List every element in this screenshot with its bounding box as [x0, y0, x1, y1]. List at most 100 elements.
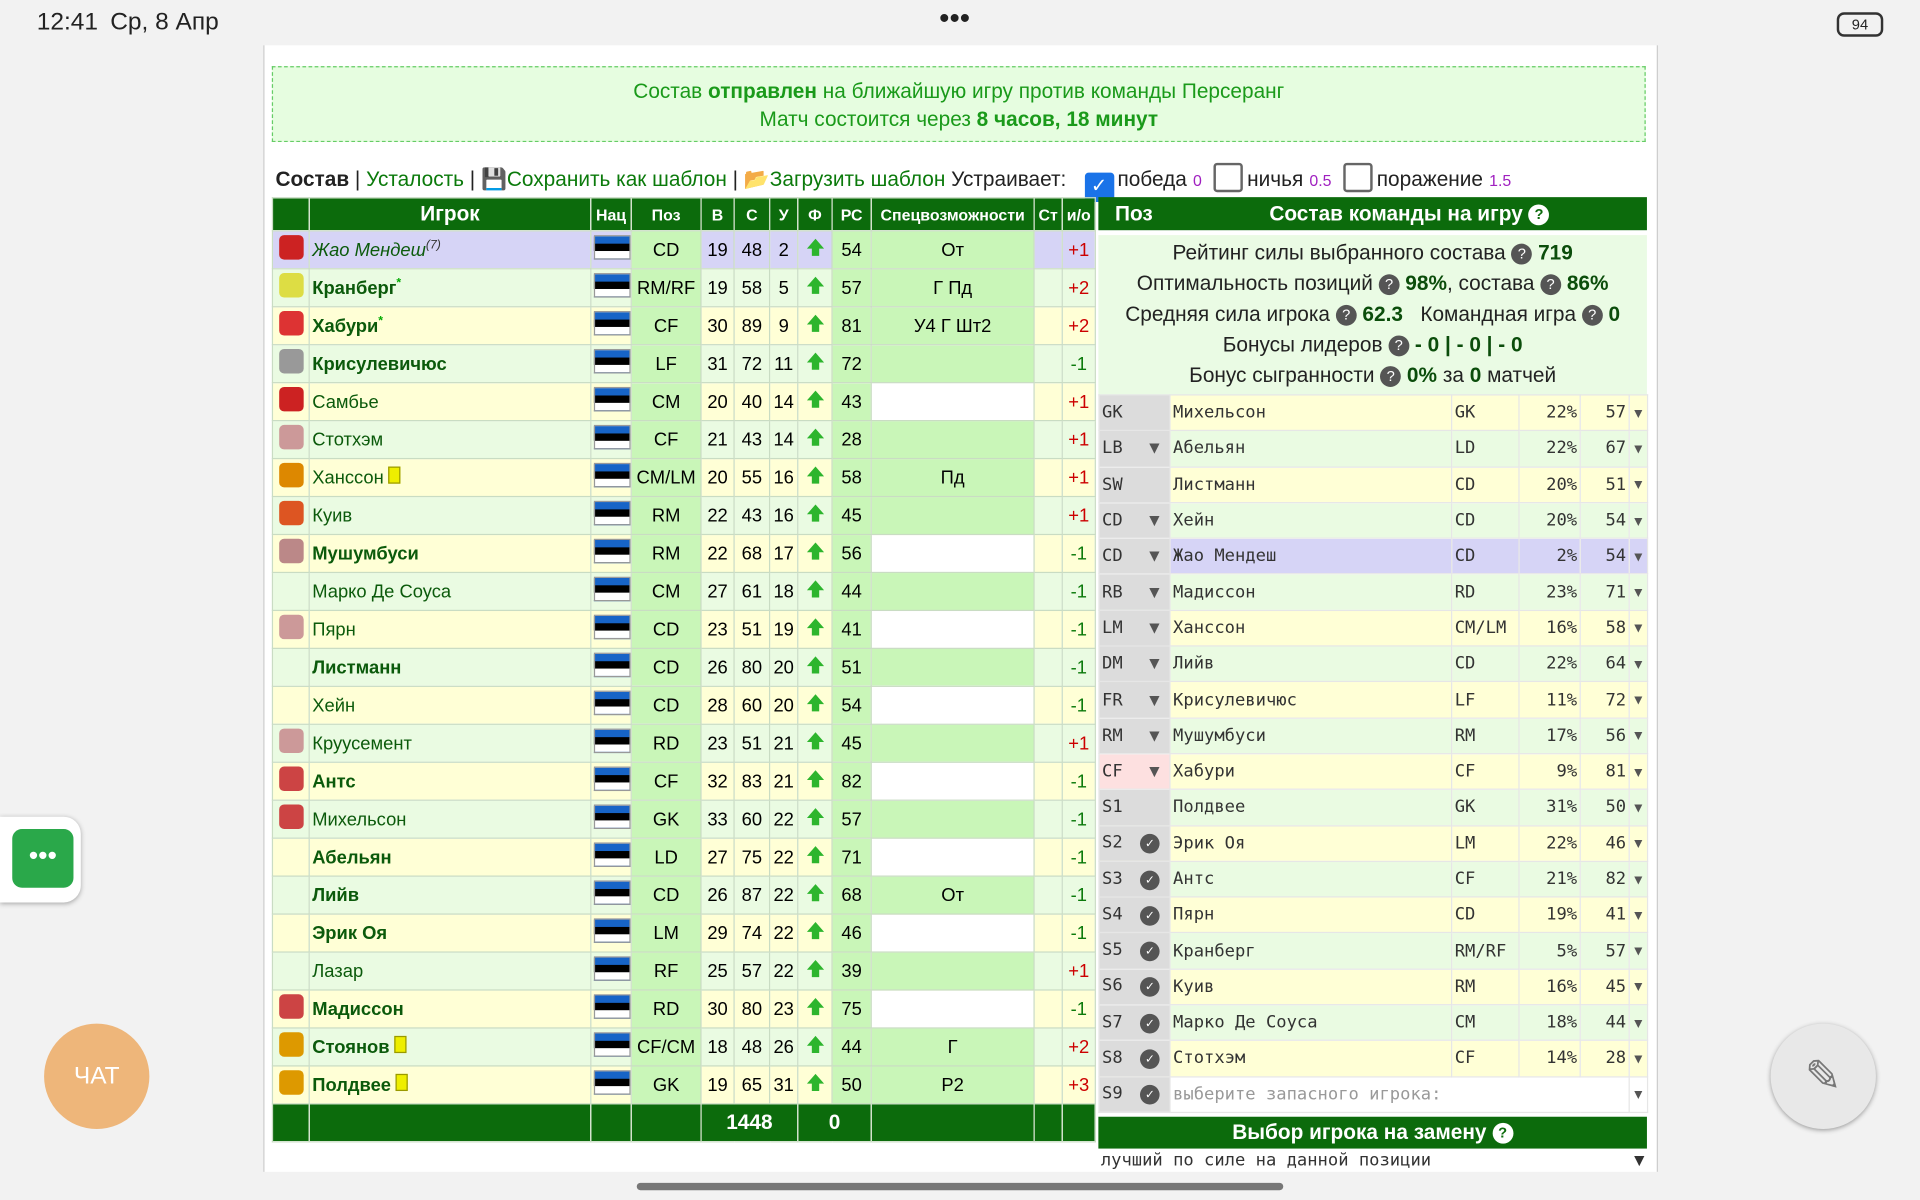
st — [1033, 382, 1063, 422]
player-row[interactable]: Кранберг* RM/RF 19 58 5 57 Г Пд +2 — [271, 268, 1096, 308]
player-row[interactable]: Лазар RF 25 57 22 39 +1 — [271, 951, 1096, 991]
player-row[interactable]: Мушумбуси RM 22 68 17 56 -1 — [271, 533, 1096, 574]
sup: * — [378, 314, 384, 329]
pos: CF — [1451, 753, 1520, 791]
dropdown[interactable]: ▼ — [1628, 788, 1649, 827]
player-row[interactable]: Полдвее GK 19 65 31 50 Р2 +3 — [271, 1065, 1096, 1105]
player-row[interactable]: Стотхэм CF 21 43 14 28 +1 — [271, 420, 1096, 460]
dropdown[interactable]: ▼ — [1628, 824, 1649, 862]
dropdown[interactable]: ▼ — [1628, 430, 1649, 468]
dropdown[interactable]: ▼ — [1149, 690, 1160, 710]
check[interactable]: ✓ — [1140, 1048, 1160, 1069]
spec: От — [870, 230, 1035, 270]
tab[interactable]: Состав — [275, 167, 350, 192]
player-name: Абельян — [308, 837, 592, 877]
player-row[interactable]: Куив RM 22 43 16 45 +1 — [271, 495, 1096, 536]
player-name: Мадиссон — [308, 989, 592, 1029]
name: Хейн — [312, 694, 356, 716]
slot-label: SW — [1102, 474, 1123, 495]
dropdown[interactable]: ▼ — [1628, 609, 1649, 647]
player-row[interactable]: Хейн CD 28 60 20 54 -1 — [271, 685, 1096, 725]
dropdown[interactable]: ▼ — [1628, 1075, 1649, 1113]
check[interactable]: ✓ — [1140, 976, 1160, 998]
form — [797, 495, 833, 536]
check[interactable]: ✓ — [1140, 833, 1160, 854]
dropdown[interactable]: ▼ — [1628, 717, 1649, 755]
dropdown[interactable]: ▼ — [1628, 681, 1649, 719]
option[interactable]: ничья 0.5 — [1214, 162, 1331, 193]
player-row[interactable]: Хабури* CF 30 89 9 81 У4 Г Шт2 +2 — [271, 306, 1096, 346]
dropdown[interactable]: ▼ — [1628, 645, 1649, 683]
load-button[interactable]: 📂Загрузить шаблон — [743, 167, 946, 192]
save-button[interactable]: 💾Сохранить как шаблон — [480, 167, 727, 192]
value: 0% — [1406, 363, 1438, 387]
check[interactable]: ✓ — [1140, 941, 1160, 962]
player-row[interactable]: Антс CF 32 83 21 82 -1 — [271, 761, 1096, 801]
option[interactable]: ✓ победа 0 — [1084, 168, 1202, 203]
player-row[interactable]: Мадиссон RD 30 80 23 75 -1 — [271, 989, 1096, 1029]
dropdown[interactable]: ▼ — [1628, 501, 1649, 540]
dropdown[interactable]: ▼ — [1149, 546, 1160, 567]
tab[interactable]: Усталость — [366, 167, 464, 192]
player-row[interactable]: Лийв CD 26 87 22 68 От -1 — [271, 875, 1096, 915]
dropdown[interactable]: ▼ — [1628, 932, 1649, 970]
label: лучший по силе на данной позиции — [1100, 1151, 1432, 1171]
player-row[interactable]: Круусемент RD 23 51 21 45 +1 — [271, 723, 1096, 763]
player-row[interactable]: Абельян LD 27 75 22 71 -1 — [271, 837, 1096, 877]
slot: CF ▼ — [1098, 753, 1171, 791]
menu-button[interactable]: ••• — [12, 828, 74, 888]
player-row[interactable]: Листманн CD 26 80 20 51 -1 — [271, 647, 1096, 687]
player-row[interactable]: Ханссон CM/LM 20 55 16 58 Пд +1 — [271, 457, 1096, 498]
dropdown[interactable]: ▼ — [1149, 510, 1160, 531]
st — [1033, 533, 1063, 574]
pct: 22% — [1518, 394, 1581, 432]
player-row[interactable]: Пярн CD 23 51 19 41 -1 — [271, 609, 1096, 649]
dropdown[interactable]: ▼ — [1628, 394, 1649, 432]
sub-select[interactable]: лучший по силе на данной позиции ▼ — [1100, 1151, 1645, 1171]
player-name: Лийв — [308, 875, 592, 915]
player-row[interactable]: Жао Мендеш(7) CD 19 48 2 54 От +1 — [271, 230, 1096, 270]
icon — [271, 571, 310, 612]
lineup-row: CF ▼ Хабури CF 9% 81 ▼ — [1098, 753, 1649, 791]
dropdown[interactable]: ▼ — [1628, 1004, 1649, 1042]
dropdown[interactable]: ▼ — [1149, 618, 1160, 638]
option[interactable]: поражение 1.5 — [1343, 162, 1511, 193]
check[interactable]: ✓ — [1140, 869, 1160, 890]
pos: RD — [630, 723, 702, 763]
dropdown[interactable]: ▼ — [1149, 654, 1160, 674]
dropdown[interactable]: ▼ — [1149, 438, 1160, 459]
io: -1 — [1061, 799, 1096, 839]
stat-v: 32 — [700, 761, 735, 801]
dropdown[interactable]: ▼ — [1628, 466, 1649, 504]
dropdown[interactable]: ▼ — [1628, 573, 1649, 611]
header: РС — [831, 197, 872, 232]
check[interactable]: ✓ — [1140, 1012, 1160, 1034]
dropdown[interactable]: ▼ — [1628, 968, 1649, 1006]
player-row[interactable]: Самбье CM 20 40 14 43 +1 — [271, 382, 1096, 422]
dropdown[interactable]: ▼ — [1628, 537, 1649, 575]
check[interactable]: ✓ — [1140, 905, 1160, 926]
stat-s: 87 — [733, 875, 771, 915]
dropdown[interactable]: ▼ — [1149, 582, 1160, 602]
st — [1033, 875, 1063, 915]
dropdown[interactable]: ▼ — [1628, 1040, 1649, 1078]
player-row[interactable]: Михельсон GK 33 60 22 57 -1 — [271, 799, 1096, 839]
dropdown[interactable]: ▼ — [1628, 753, 1649, 791]
dropdown[interactable]: ▼ — [1149, 761, 1160, 782]
edit-button[interactable]: ✎ — [1770, 1023, 1876, 1129]
stat-s: 68 — [733, 533, 771, 574]
player-row[interactable]: Стоянов CF/CM 18 48 26 44 Г +2 — [271, 1027, 1096, 1067]
dropdown[interactable]: ▼ — [1628, 896, 1649, 934]
player-row[interactable]: Эрик Оя LM 29 74 22 46 -1 — [271, 913, 1096, 953]
player-row[interactable]: Крисулевичюс LF 31 72 11 72 -1 — [271, 344, 1096, 384]
stat-u: 14 — [768, 382, 799, 422]
player-row[interactable]: Марко Де Соуса CM 27 61 18 44 -1 — [271, 571, 1096, 612]
check[interactable]: ✓ — [1140, 1084, 1160, 1105]
io: +3 — [1061, 1065, 1096, 1105]
chat-button[interactable]: ЧАТ — [44, 1023, 150, 1129]
name: Михельсон — [1169, 394, 1453, 432]
dropdown[interactable]: ▼ — [1628, 860, 1649, 898]
form — [797, 723, 833, 763]
dropdown[interactable]: ▼ — [1149, 725, 1160, 746]
form — [797, 609, 833, 649]
